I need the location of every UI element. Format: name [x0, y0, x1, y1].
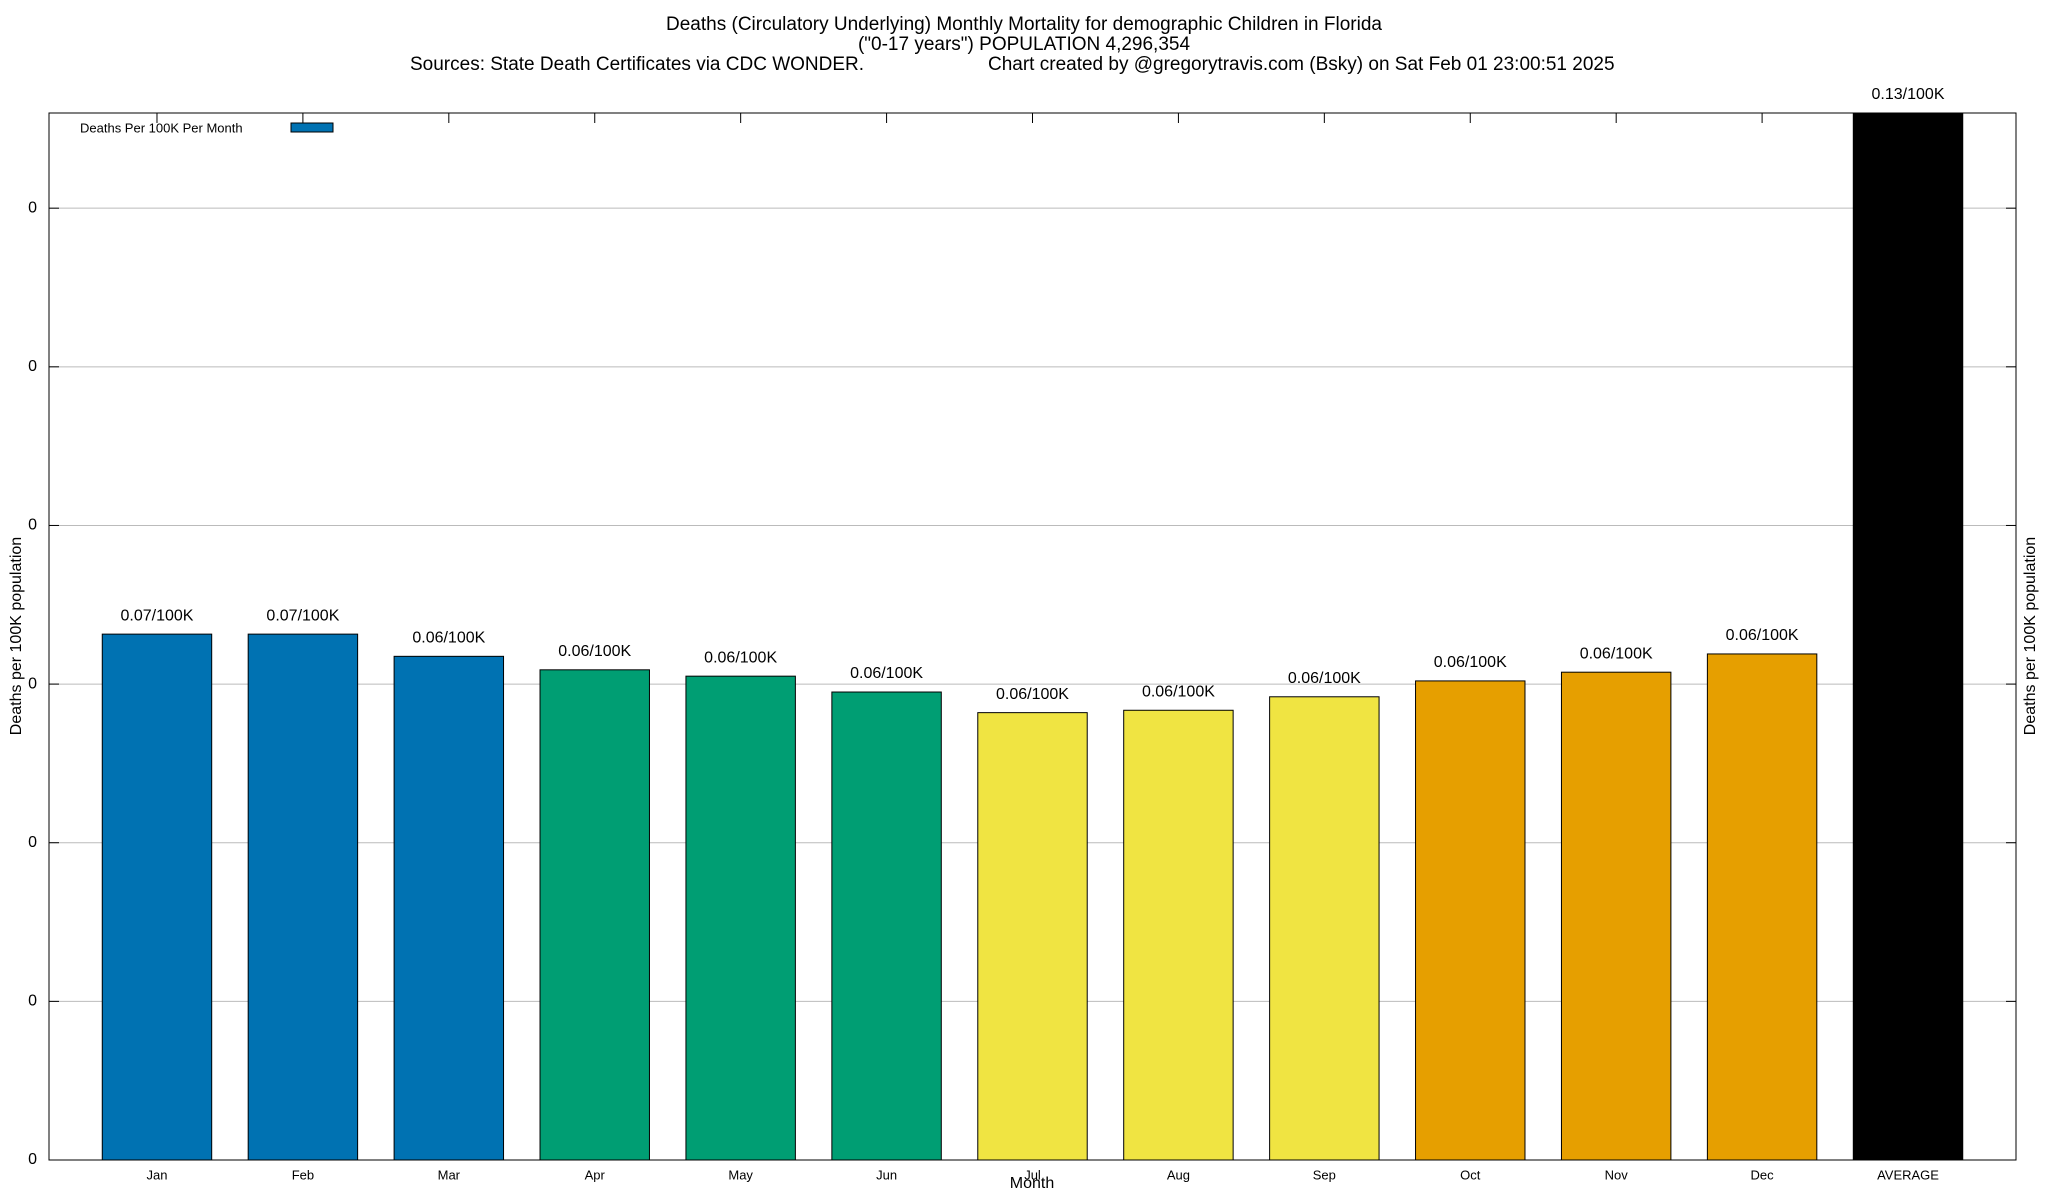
legend-swatch — [290, 122, 334, 133]
y-tick-label: 0 — [28, 993, 37, 1010]
sources: Sources: State Death Certificates via CD… — [410, 54, 864, 75]
bar — [1269, 696, 1380, 1161]
bar — [977, 712, 1088, 1161]
bar — [1560, 671, 1672, 1161]
y-axis-label: Deaths per 100K population — [8, 537, 25, 735]
x-tick-label: Apr — [585, 1167, 606, 1182]
x-tick-label: Feb — [292, 1167, 314, 1182]
value-label: 0.06/100K — [996, 686, 1069, 703]
value-label: 0.06/100K — [850, 665, 923, 682]
value-label: 0.07/100K — [121, 607, 194, 624]
credit: Chart created by @gregorytravis.com (Bsk… — [988, 54, 1615, 75]
value-label: 0.06/100K — [1580, 645, 1653, 662]
x-tick-label: Dec — [1751, 1167, 1775, 1182]
bar — [101, 633, 213, 1161]
value-label: 0.06/100K — [412, 630, 485, 647]
x-axis-label: Month — [1010, 1175, 1054, 1192]
value-label: 0.06/100K — [1142, 683, 1215, 700]
bar — [539, 669, 650, 1161]
x-tick-label: May — [728, 1167, 753, 1182]
bar — [1852, 112, 1964, 1161]
value-label: 0.07/100K — [266, 607, 339, 624]
x-tick-label: Sep — [1313, 1167, 1336, 1182]
y-tick-label: 0 — [28, 675, 37, 692]
x-tick-label: Jun — [876, 1167, 897, 1182]
x-tick-label: Jan — [146, 1167, 167, 1182]
value-label: 0.06/100K — [558, 643, 631, 660]
x-tick-label: Jul — [1024, 1167, 1041, 1182]
y-tick-label: 0 — [28, 358, 37, 375]
bar — [1415, 680, 1526, 1161]
bar — [831, 691, 942, 1161]
bar — [1123, 709, 1234, 1161]
x-tick-label: Oct — [1460, 1167, 1481, 1182]
x-tick-label: Mar — [438, 1167, 461, 1182]
bar — [247, 633, 359, 1161]
y-tick-label: 0 — [28, 517, 37, 534]
value-label: 0.13/100K — [1872, 86, 1945, 103]
y-tick-label: 0 — [28, 199, 37, 216]
bar — [1706, 653, 1818, 1161]
chart-subtitle: ("0-17 years") POPULATION 4,296,354 — [858, 34, 1190, 55]
value-label: 0.06/100K — [1726, 627, 1799, 644]
y-tick-label: 0 — [28, 834, 37, 851]
x-tick-label: Nov — [1605, 1167, 1629, 1182]
y2-axis-label: Deaths per 100K population — [2022, 537, 2039, 735]
bar — [393, 655, 505, 1161]
chart-title: Deaths (Circulatory Underlying) Monthly … — [666, 14, 1382, 35]
legend-label: Deaths Per 100K Per Month — [80, 120, 243, 135]
value-label: 0.06/100K — [1288, 670, 1361, 687]
value-label: 0.06/100K — [1434, 654, 1507, 671]
x-tick-label: AVERAGE — [1877, 1167, 1939, 1182]
bar — [685, 675, 796, 1161]
value-label: 0.06/100K — [704, 649, 777, 666]
x-tick-label: Aug — [1167, 1167, 1190, 1182]
y-tick-label: 0 — [28, 1151, 37, 1168]
